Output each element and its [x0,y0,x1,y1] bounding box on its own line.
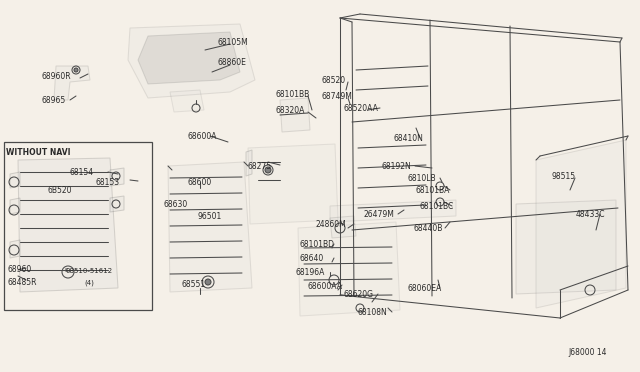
Text: 48433C: 48433C [576,210,605,219]
Circle shape [74,68,78,72]
Polygon shape [298,222,400,316]
Text: 68410N: 68410N [394,134,424,143]
Text: 68600: 68600 [188,178,212,187]
Polygon shape [330,200,456,222]
Text: 98515: 98515 [552,172,576,181]
Text: 68060EA: 68060EA [408,284,442,293]
Text: 68192N: 68192N [382,162,412,171]
Text: 6810LB: 6810LB [408,174,436,183]
Polygon shape [280,98,310,132]
Text: 68620G: 68620G [344,290,374,299]
Text: 68600A: 68600A [188,132,218,141]
Polygon shape [18,158,118,292]
Polygon shape [10,198,20,214]
Text: (4): (4) [84,280,94,286]
Text: 68860E: 68860E [218,58,247,67]
Text: 68630: 68630 [164,200,188,209]
Polygon shape [110,196,124,212]
Polygon shape [330,216,356,238]
Text: 68960: 68960 [8,265,32,274]
Polygon shape [54,66,90,100]
Text: 68108N: 68108N [358,308,388,317]
Text: 68551: 68551 [182,280,206,289]
Text: 68154: 68154 [70,168,94,177]
Polygon shape [170,90,204,112]
Circle shape [205,279,211,285]
Text: 68965: 68965 [42,96,67,105]
Polygon shape [516,200,616,294]
Text: S: S [65,268,69,273]
Text: 68520: 68520 [322,76,346,85]
Polygon shape [138,32,240,84]
Text: 68196A: 68196A [296,268,325,277]
Text: 68440B: 68440B [414,224,444,233]
Polygon shape [536,140,626,308]
Text: 68101BB: 68101BB [275,90,309,99]
Text: WITHOUT NAVI: WITHOUT NAVI [6,148,70,157]
Polygon shape [10,172,20,188]
Text: 68275: 68275 [248,162,272,171]
Text: 68749M: 68749M [322,92,353,101]
Text: 68960R: 68960R [42,72,72,81]
Polygon shape [168,162,252,292]
Text: 68600AA: 68600AA [308,282,343,291]
Text: 6B520: 6B520 [48,186,72,195]
Polygon shape [10,240,20,258]
Text: 26479M: 26479M [364,210,395,219]
Text: 24860M: 24860M [316,220,347,229]
Text: 68153: 68153 [95,178,119,187]
Text: 68101BC: 68101BC [420,202,454,211]
Polygon shape [246,150,252,176]
Text: 68105M: 68105M [218,38,249,47]
Polygon shape [110,168,124,186]
Text: J68000 14: J68000 14 [568,348,607,357]
Text: 68520AA: 68520AA [344,104,379,113]
Polygon shape [248,144,338,224]
Text: 68485R: 68485R [8,278,38,287]
Text: 96501: 96501 [198,212,222,221]
Text: 68101BD: 68101BD [300,240,335,249]
Text: 68640: 68640 [300,254,324,263]
Polygon shape [128,24,255,98]
Text: 08510-51612: 08510-51612 [66,268,113,274]
Circle shape [265,167,271,173]
Text: 68320A: 68320A [275,106,305,115]
Text: 68101BA: 68101BA [416,186,451,195]
